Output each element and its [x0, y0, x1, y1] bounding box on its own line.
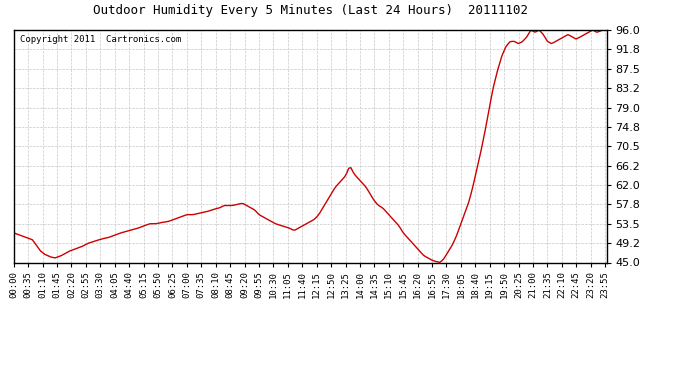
- Text: Outdoor Humidity Every 5 Minutes (Last 24 Hours)  20111102: Outdoor Humidity Every 5 Minutes (Last 2…: [93, 4, 528, 17]
- Text: Copyright 2011  Cartronics.com: Copyright 2011 Cartronics.com: [20, 34, 181, 44]
